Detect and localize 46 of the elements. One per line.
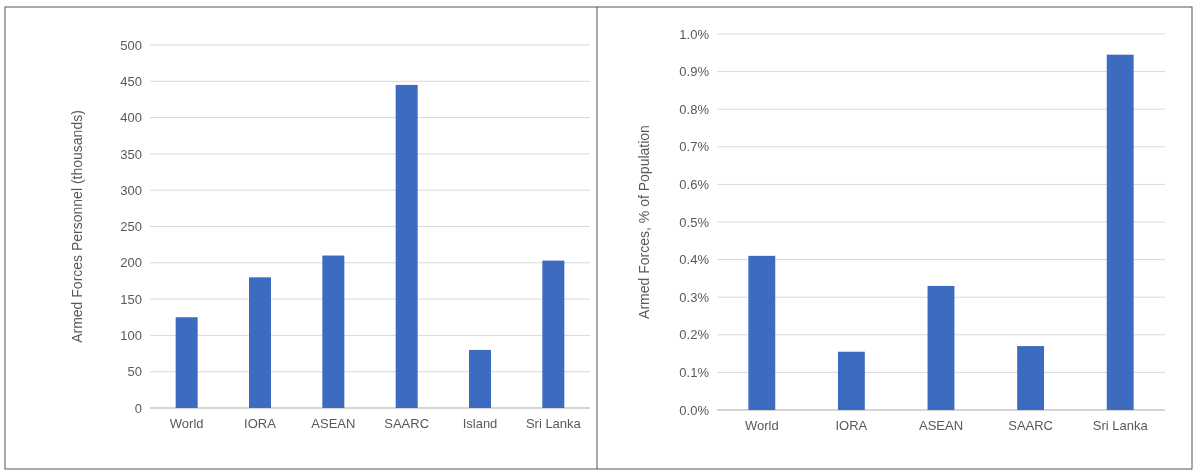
y-tick-label: 200	[120, 255, 142, 271]
y-tick-label: 0.2%	[679, 327, 710, 343]
y-tick-label: 0.3%	[679, 289, 710, 305]
bar	[395, 84, 418, 408]
x-tick-label: ASEAN	[918, 417, 964, 433]
x-tick-label: IORA	[835, 417, 868, 433]
y-axis-title: Armed Forces, % of Population	[636, 125, 652, 319]
x-tick-label: IORA	[244, 415, 277, 431]
bar	[322, 255, 345, 408]
x-tick-label: Sri Lanka	[525, 415, 582, 431]
x-tick-label: ASEAN	[311, 415, 356, 431]
bar	[469, 349, 491, 408]
x-tick-label: Island	[462, 415, 498, 431]
y-tick-label: 500	[120, 37, 142, 53]
x-tick-label: SAARC	[1008, 417, 1053, 433]
bar	[249, 277, 271, 408]
y-tick-label: 0.4%	[679, 252, 710, 268]
bar	[837, 351, 865, 410]
x-tick-label: SAARC	[384, 415, 430, 431]
bar	[175, 317, 198, 408]
x-tick-label: World	[169, 415, 204, 431]
y-tick-label: 0.5%	[679, 214, 710, 230]
y-tick-label: 1.0%	[679, 26, 710, 42]
y-tick-label: 0.6%	[679, 177, 710, 193]
y-tick-label: 50	[127, 364, 142, 380]
bar	[927, 285, 955, 410]
y-axis-title: Armed Forces Personnel (thousands)	[69, 110, 85, 343]
y-tick-label: 450	[120, 73, 142, 89]
y-tick-label: 0.9%	[679, 64, 710, 80]
y-tick-label: 0.0%	[679, 402, 710, 418]
bar	[1106, 54, 1134, 410]
y-tick-label: 100	[120, 328, 142, 344]
bar	[1017, 346, 1045, 410]
y-tick-label: 300	[120, 182, 142, 198]
y-tick-label: 0.7%	[679, 139, 710, 155]
bar	[748, 255, 776, 410]
y-tick-label: 250	[120, 219, 142, 235]
x-tick-label: World	[744, 417, 779, 433]
y-tick-label: 350	[120, 146, 142, 162]
x-tick-label: Sri Lanka	[1092, 417, 1149, 433]
y-tick-label: 0.1%	[679, 365, 710, 381]
y-tick-label: 0.8%	[679, 101, 710, 117]
bar	[542, 260, 565, 408]
y-tick-label: 150	[120, 291, 142, 307]
y-tick-label: 400	[120, 110, 142, 126]
y-tick-label: 0	[134, 400, 142, 416]
